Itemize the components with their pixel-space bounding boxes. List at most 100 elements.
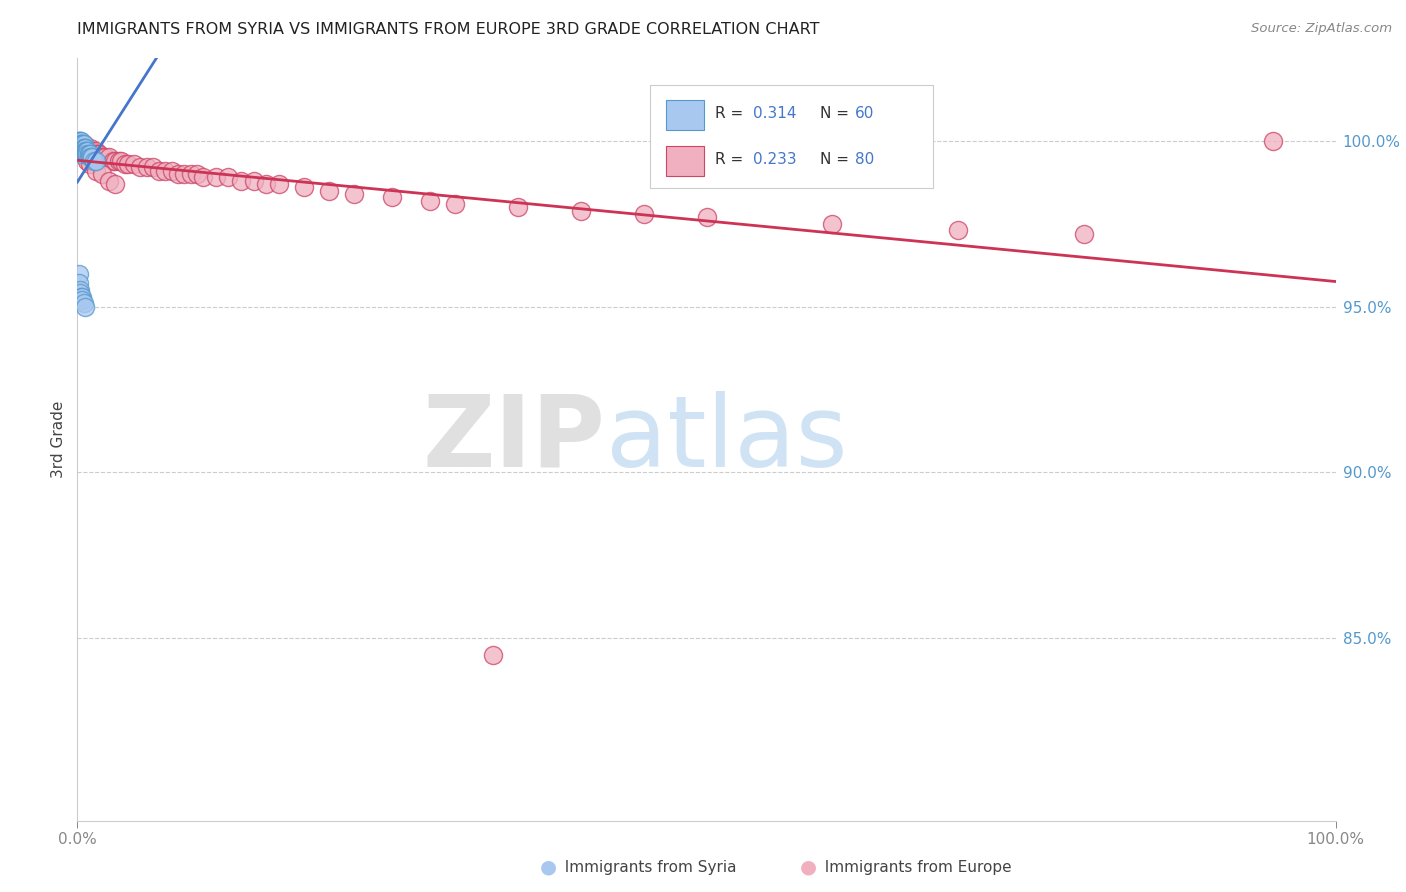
Point <box>506 200 529 214</box>
Point <box>242 174 264 188</box>
Point <box>142 161 165 175</box>
Text: ZIP: ZIP <box>423 391 606 488</box>
Point <box>69 140 91 154</box>
Point <box>70 144 93 158</box>
Point <box>186 167 208 181</box>
Point <box>72 137 94 152</box>
Point <box>70 137 93 152</box>
Text: ●: ● <box>540 857 557 877</box>
Point <box>229 174 252 188</box>
Point <box>76 144 98 158</box>
Point <box>75 144 97 158</box>
Text: IMMIGRANTS FROM SYRIA VS IMMIGRANTS FROM EUROPE 3RD GRADE CORRELATION CHART: IMMIGRANTS FROM SYRIA VS IMMIGRANTS FROM… <box>77 22 820 37</box>
Point <box>82 151 104 165</box>
Point <box>70 144 93 158</box>
Point <box>73 300 96 314</box>
Point <box>70 137 93 152</box>
Point <box>292 180 315 194</box>
Point <box>633 207 655 221</box>
Point <box>419 194 441 208</box>
Point <box>76 147 98 161</box>
Point <box>267 177 290 191</box>
Point <box>191 170 215 185</box>
Point <box>87 147 110 161</box>
Text: atlas: atlas <box>606 391 848 488</box>
Text: Immigrants from Europe: Immigrants from Europe <box>815 860 1012 874</box>
Point <box>82 144 104 158</box>
Point <box>122 157 145 171</box>
Point <box>155 163 177 178</box>
Point <box>72 137 94 152</box>
Point <box>79 157 101 171</box>
Point <box>75 144 97 158</box>
Text: 60: 60 <box>855 106 875 121</box>
Point <box>69 140 91 154</box>
Point <box>77 147 100 161</box>
Text: 0.314: 0.314 <box>754 106 797 121</box>
Point <box>79 144 101 158</box>
Point <box>70 140 93 154</box>
Point <box>217 170 239 185</box>
Point <box>67 137 90 152</box>
Text: ●: ● <box>800 857 817 877</box>
Point <box>77 144 100 158</box>
Point <box>75 147 97 161</box>
Point <box>67 137 90 152</box>
Point <box>84 163 107 178</box>
Point <box>129 161 152 175</box>
Bar <box>666 100 704 130</box>
Point <box>73 144 96 158</box>
Text: N =: N = <box>820 152 853 167</box>
Text: 80: 80 <box>855 152 875 167</box>
Point <box>72 293 94 307</box>
Point <box>76 144 98 158</box>
Point <box>67 137 90 152</box>
Point <box>69 144 91 158</box>
Point <box>69 137 91 152</box>
Point <box>569 203 592 218</box>
Point <box>69 144 91 158</box>
Text: Immigrants from Syria: Immigrants from Syria <box>555 860 737 874</box>
Point <box>821 217 844 231</box>
Point <box>67 140 90 154</box>
Point <box>97 151 120 165</box>
Point <box>69 137 91 152</box>
Point <box>70 147 93 161</box>
Point <box>948 223 970 237</box>
Point <box>1073 227 1095 241</box>
Point <box>73 140 96 154</box>
Point <box>67 134 90 148</box>
Point <box>72 140 94 154</box>
Point <box>72 137 94 152</box>
FancyBboxPatch shape <box>650 85 934 187</box>
Point <box>70 144 93 158</box>
Point <box>72 140 94 154</box>
Text: R =: R = <box>716 106 748 121</box>
Point <box>75 144 97 158</box>
Point <box>72 144 94 158</box>
Point <box>76 140 98 154</box>
Point <box>70 140 93 154</box>
Point <box>69 134 91 148</box>
Point <box>67 267 90 281</box>
Point <box>89 151 111 165</box>
Point <box>70 293 93 307</box>
Point <box>70 137 93 152</box>
Text: Source: ZipAtlas.com: Source: ZipAtlas.com <box>1251 22 1392 36</box>
Point <box>204 170 226 185</box>
Point <box>160 163 183 178</box>
Point <box>180 167 202 181</box>
Point <box>343 186 366 201</box>
Point <box>79 151 101 165</box>
Point <box>254 177 277 191</box>
Point <box>76 153 98 168</box>
Point <box>67 134 90 148</box>
Point <box>94 151 117 165</box>
Point <box>72 140 94 154</box>
Point <box>84 144 107 158</box>
Point <box>1261 134 1284 148</box>
Point <box>73 144 96 158</box>
Point <box>72 144 94 158</box>
Point <box>86 147 108 161</box>
Point <box>318 184 340 198</box>
